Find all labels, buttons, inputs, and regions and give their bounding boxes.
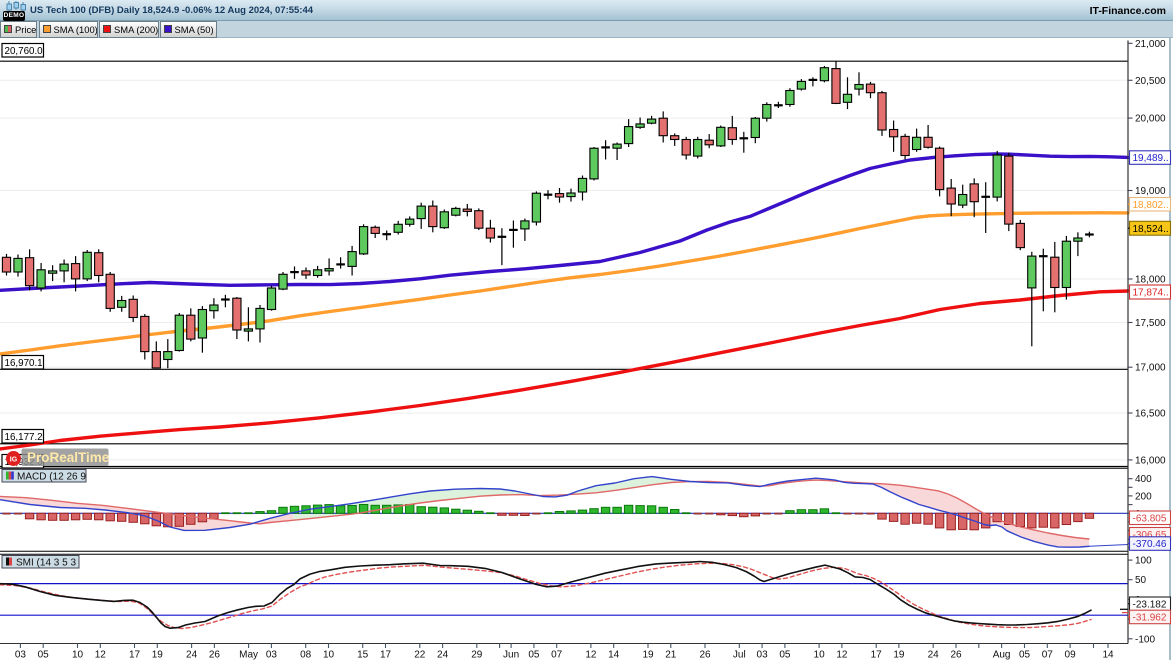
svg-text:10: 10 <box>814 650 826 660</box>
svg-text:17: 17 <box>380 650 392 660</box>
svg-text:03: 03 <box>15 650 27 660</box>
svg-text:03: 03 <box>266 650 278 660</box>
svg-text:-31.962: -31.962 <box>1133 613 1167 624</box>
svg-text:16,177.2: 16,177.2 <box>5 432 43 443</box>
svg-text:12: 12 <box>95 650 107 660</box>
svg-text:14: 14 <box>608 650 620 660</box>
svg-text:19: 19 <box>152 650 164 660</box>
svg-text:200: 200 <box>1135 491 1152 502</box>
svg-text:17,874..: 17,874.. <box>1133 288 1169 299</box>
svg-text:05: 05 <box>528 650 540 660</box>
svg-text:05: 05 <box>1019 650 1031 660</box>
svg-text:14: 14 <box>1102 650 1114 660</box>
svg-text:19: 19 <box>642 650 654 660</box>
svg-text:20,500: 20,500 <box>1135 76 1166 87</box>
svg-text:24: 24 <box>928 650 940 660</box>
svg-text:07: 07 <box>551 650 563 660</box>
svg-text:16,970.1: 16,970.1 <box>5 358 43 369</box>
svg-text:21,000: 21,000 <box>1135 39 1166 50</box>
svg-text:Jun: Jun <box>503 650 519 660</box>
svg-text:22: 22 <box>414 650 426 660</box>
svg-text:18,524..: 18,524.. <box>1133 224 1169 235</box>
svg-text:400: 400 <box>1135 474 1152 485</box>
svg-text:07: 07 <box>1042 650 1054 660</box>
svg-text:08: 08 <box>300 650 312 660</box>
svg-text:21: 21 <box>665 650 677 660</box>
svg-text:-63.805: -63.805 <box>1133 514 1167 525</box>
svg-text:-100: -100 <box>1135 634 1155 645</box>
svg-text:24: 24 <box>186 650 198 660</box>
svg-text:20,760.0: 20,760.0 <box>5 46 44 57</box>
svg-text:16,500: 16,500 <box>1135 409 1166 420</box>
svg-text:16,000: 16,000 <box>1135 455 1166 466</box>
svg-text:IG: IG <box>10 457 18 464</box>
svg-text:Aug: Aug <box>993 650 1011 660</box>
svg-text:17: 17 <box>129 650 141 660</box>
svg-text:12: 12 <box>585 650 597 660</box>
svg-text:09: 09 <box>1065 650 1077 660</box>
svg-text:-306.65: -306.65 <box>1133 530 1167 541</box>
svg-text:12: 12 <box>836 650 848 660</box>
svg-text:29: 29 <box>471 650 483 660</box>
svg-text:May: May <box>239 650 258 660</box>
svg-text:-23.182: -23.182 <box>1133 600 1167 611</box>
svg-text:24: 24 <box>437 650 449 660</box>
svg-text:20,000: 20,000 <box>1135 114 1166 125</box>
svg-text:03: 03 <box>757 650 769 660</box>
svg-text:10: 10 <box>323 650 335 660</box>
svg-text:05: 05 <box>38 650 50 660</box>
svg-text:ProRealTime: ProRealTime <box>27 450 110 465</box>
svg-text:19,489..: 19,489.. <box>1133 153 1169 164</box>
svg-text:MACD (12 26 9: MACD (12 26 9 <box>17 471 86 482</box>
svg-text:17,000: 17,000 <box>1135 363 1166 374</box>
svg-text:19: 19 <box>893 650 905 660</box>
svg-text:26: 26 <box>950 650 962 660</box>
svg-text:26: 26 <box>209 650 221 660</box>
svg-text:-370.46: -370.46 <box>1133 539 1167 550</box>
svg-text:10: 10 <box>72 650 84 660</box>
svg-text:100: 100 <box>1135 556 1152 567</box>
svg-text:18,000: 18,000 <box>1135 275 1166 286</box>
svg-text:15: 15 <box>357 650 369 660</box>
svg-text:Jul: Jul <box>733 650 746 660</box>
svg-text:SMI (14 3 5 3: SMI (14 3 5 3 <box>16 557 76 568</box>
svg-text:26: 26 <box>699 650 711 660</box>
svg-text:17: 17 <box>871 650 883 660</box>
svg-text:50: 50 <box>1135 575 1147 586</box>
svg-text:18,802..: 18,802.. <box>1133 200 1169 211</box>
svg-text:05: 05 <box>779 650 791 660</box>
svg-text:19,000: 19,000 <box>1135 186 1166 197</box>
svg-text:17,500: 17,500 <box>1135 318 1166 329</box>
